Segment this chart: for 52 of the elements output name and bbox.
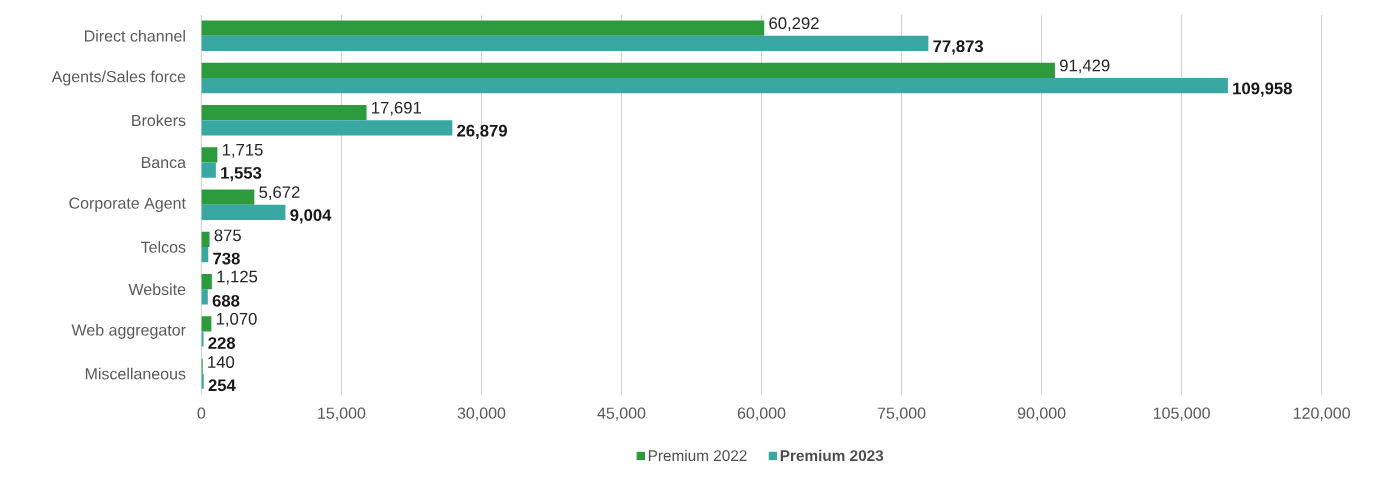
bar <box>201 204 286 221</box>
data-label: 109,958 <box>1233 82 1292 97</box>
data-label: 26,879 <box>457 124 507 140</box>
data-label: 77,873 <box>933 40 984 55</box>
x-tick-label: 120,000 <box>1293 407 1350 421</box>
bar <box>201 162 216 178</box>
bar <box>201 331 204 347</box>
legend-label: Premium 2022 <box>648 449 747 462</box>
data-label: 9,004 <box>290 209 332 224</box>
y-tick-label: Miscellaneous <box>85 367 186 380</box>
data-label: 738 <box>213 252 240 265</box>
y-tick-label: Corporate Agent <box>69 197 186 213</box>
x-tick-label: 0 <box>197 407 206 419</box>
bar <box>201 35 929 52</box>
x-tick-label: 75,000 <box>877 407 926 421</box>
bar <box>201 231 210 248</box>
data-label: 60,292 <box>769 17 819 32</box>
bar <box>201 147 218 163</box>
data-label: 17,691 <box>372 101 421 116</box>
x-tick-label: 105,000 <box>1153 407 1210 421</box>
x-tick-label: 15,000 <box>318 407 366 421</box>
y-tick-label: Web aggregator <box>71 324 186 339</box>
data-label: 5,672 <box>259 186 300 201</box>
data-label: 254 <box>208 379 236 392</box>
data-label: 91,429 <box>1059 59 1110 74</box>
x-tick-label: 60,000 <box>737 407 786 421</box>
y-tick-label: Website <box>128 283 186 296</box>
bar <box>201 105 367 121</box>
bar <box>201 120 453 136</box>
bar <box>201 78 1228 94</box>
data-label: 875 <box>214 229 241 242</box>
bar <box>201 289 208 305</box>
data-label: 1,715 <box>222 144 263 158</box>
data-label: 140 <box>208 356 235 369</box>
data-label: 688 <box>212 295 240 307</box>
y-tick-label: Banca <box>141 157 186 169</box>
data-label: 1,070 <box>216 313 257 327</box>
legend-label: Premium 2023 <box>780 449 884 462</box>
y-tick-label: Agents/Sales force <box>51 70 186 86</box>
data-label: 1,553 <box>221 167 262 182</box>
data-label: 228 <box>208 337 236 350</box>
y-tick-label: Direct channel <box>85 30 185 42</box>
bar <box>201 62 1055 79</box>
y-tick-label: Telcos <box>141 241 186 253</box>
y-tick-label: Brokers <box>132 114 186 127</box>
bar <box>201 274 212 290</box>
bar <box>201 189 255 205</box>
x-tick-label: 45,000 <box>597 407 646 421</box>
x-tick-label: 90,000 <box>1017 407 1066 421</box>
x-tick-label: 30,000 <box>457 407 506 421</box>
data-label: 1,125 <box>217 270 258 285</box>
bar <box>201 20 765 36</box>
